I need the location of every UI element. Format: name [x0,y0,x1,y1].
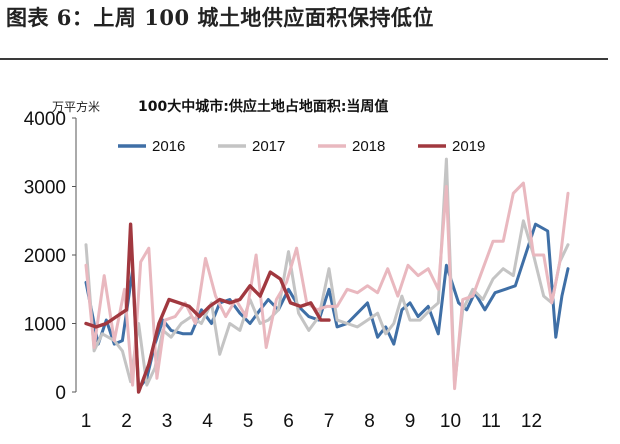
x-tick-label: 9 [405,411,416,432]
x-tick-label: 12 [521,411,542,432]
legend: 2016 2017 2018 2019 [118,138,485,155]
y-axis-label: 万平方米 [52,99,100,114]
x-tick-label: 2 [121,411,132,432]
figure-title: 图表 6：上周 100 城土地供应面积保持低位 [6,5,434,30]
x-axis: 1 2 3 4 5 6 7 8 9 10 11 12 [81,411,542,432]
x-tick-label: 5 [243,411,254,432]
x-tick-label: 10 [440,411,461,432]
x-tick-label: 7 [324,411,335,432]
legend-label-2019: 2019 [452,138,485,155]
x-tick-label: 4 [202,411,213,432]
y-tick-label: 1000 [24,315,66,336]
legend-label-2018: 2018 [352,138,385,155]
legend-label-2016: 2016 [152,138,185,155]
series-line-2017 [84,157,570,387]
x-tick-label: 11 [481,411,501,432]
series-line-2019 [84,222,331,394]
x-tick-label: 3 [162,411,173,432]
x-tick-label: 8 [364,411,375,432]
y-tick-label: 4000 [24,109,66,130]
chart-title: 100大中城市:供应土地占地面积:当周值 [138,98,388,115]
legend-label-2017: 2017 [252,138,285,155]
title-divider [0,58,608,60]
series-line-2016 [84,222,570,391]
y-tick-label: 3000 [24,178,66,199]
series-line-2018 [84,181,570,391]
x-tick-label: 1 [81,411,92,432]
y-axis: 0 1000 2000 3000 4000 [24,109,77,404]
x-tick-label: 6 [283,411,294,432]
y-tick-label: 0 [55,383,66,404]
series-group [84,157,570,394]
y-tick-label: 2000 [24,246,66,267]
